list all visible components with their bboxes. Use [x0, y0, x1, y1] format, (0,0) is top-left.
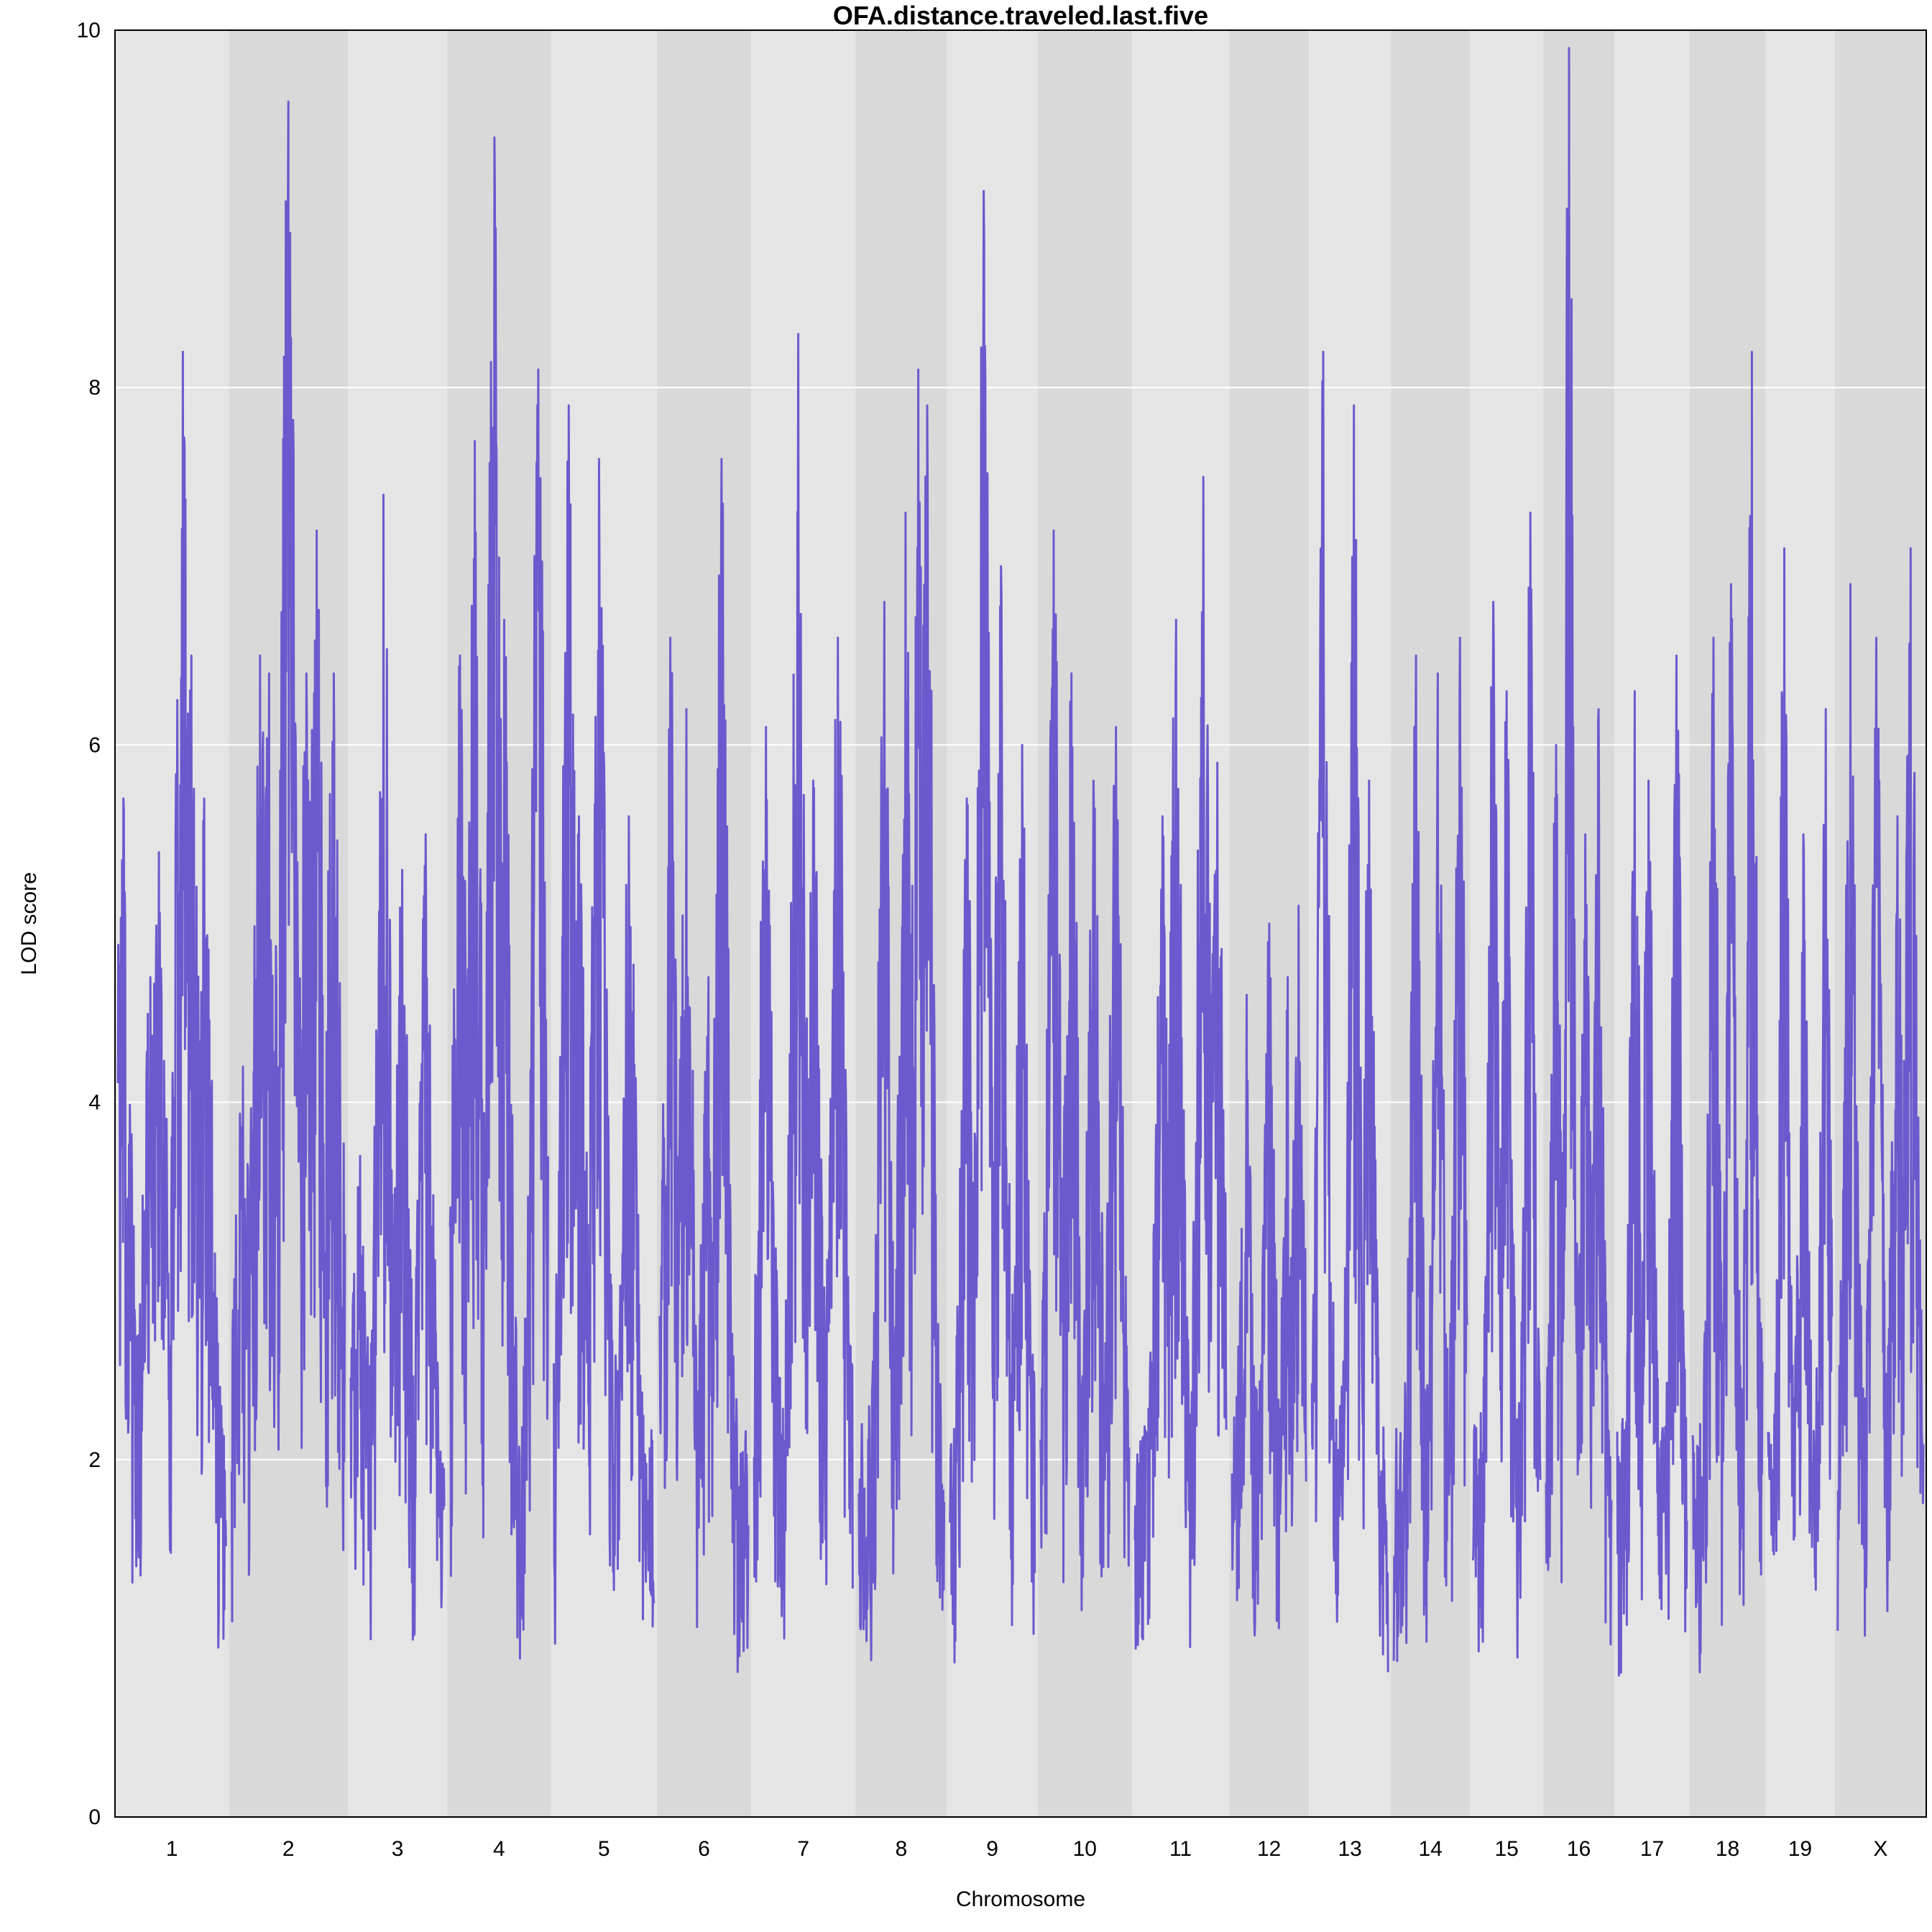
- lod-line-chr-3: [349, 493, 446, 1641]
- lod-line-chr-15: [1471, 511, 1542, 1659]
- lod-line-chr-4: [448, 136, 549, 1660]
- x-tick-label: 14: [1419, 1837, 1443, 1861]
- x-tick-label: 15: [1494, 1837, 1518, 1861]
- lod-line-chr-2: [230, 100, 346, 1623]
- y-axis-label: LOD score: [17, 872, 41, 975]
- lod-line-chr-12: [1230, 904, 1307, 1637]
- x-tick-label: 19: [1788, 1837, 1812, 1861]
- x-tick-label: 5: [598, 1837, 610, 1861]
- lod-line-chr-14: [1392, 636, 1468, 1662]
- y-tick-label: 2: [88, 1448, 101, 1472]
- lod-line-chr-10: [1039, 529, 1131, 1611]
- lod-line-chr-13: [1310, 351, 1389, 1673]
- x-tick-label: 4: [493, 1837, 505, 1861]
- x-axis-label: Chromosome: [956, 1887, 1085, 1911]
- x-tick-label: 6: [698, 1837, 710, 1861]
- lod-line-chr-1: [116, 351, 227, 1649]
- x-tick-label: 16: [1567, 1837, 1591, 1861]
- lod-line-chr-8: [857, 368, 946, 1662]
- x-tick-label: 13: [1338, 1837, 1361, 1861]
- lod-line-chr-16: [1545, 47, 1613, 1646]
- lod-line-chr-x: [1836, 547, 1925, 1637]
- y-axis-ticks: 0 2 4 6 8 10: [77, 19, 101, 1829]
- x-tick-label: 3: [392, 1837, 404, 1861]
- x-tick-label: 17: [1640, 1837, 1664, 1861]
- lod-line-chr-7: [753, 333, 854, 1639]
- chart-title: OFA.distance.traveled.last.five: [833, 1, 1208, 30]
- lod-line-chr-11: [1133, 476, 1228, 1650]
- plot-frame: [114, 29, 1927, 1818]
- lod-line-chr-9: [949, 190, 1036, 1664]
- x-tick-label: 7: [797, 1837, 809, 1861]
- y-tick-label: 10: [77, 19, 101, 42]
- lod-line-chr-19: [1767, 547, 1834, 1591]
- lod-series: [116, 47, 1925, 1677]
- lod-line-chr-18: [1691, 351, 1764, 1674]
- x-tick-label: 12: [1257, 1837, 1281, 1861]
- x-axis-ticks: 1 2 3 4 5 6 7 8 9 10 11 12 13 14 15 16 17 18 19 X: [166, 1837, 1888, 1861]
- x-tick-label: 1: [166, 1837, 178, 1861]
- x-tick-label: 18: [1716, 1837, 1739, 1861]
- lod-line-chr-17: [1616, 654, 1688, 1677]
- lod-line-chr-6: [658, 458, 750, 1673]
- x-tick-label: 2: [282, 1837, 295, 1861]
- x-tick-label: 10: [1073, 1837, 1097, 1861]
- y-tick-label: 8: [88, 376, 101, 400]
- x-tick-label: X: [1873, 1837, 1887, 1861]
- x-tick-label: 11: [1169, 1837, 1192, 1861]
- y-tick-label: 6: [88, 733, 101, 757]
- x-tick-label: 8: [896, 1837, 908, 1861]
- y-tick-label: 0: [88, 1806, 101, 1829]
- y-tick-label: 4: [88, 1091, 101, 1115]
- lod-line-chr-5: [553, 404, 656, 1645]
- x-tick-label: 9: [986, 1837, 998, 1861]
